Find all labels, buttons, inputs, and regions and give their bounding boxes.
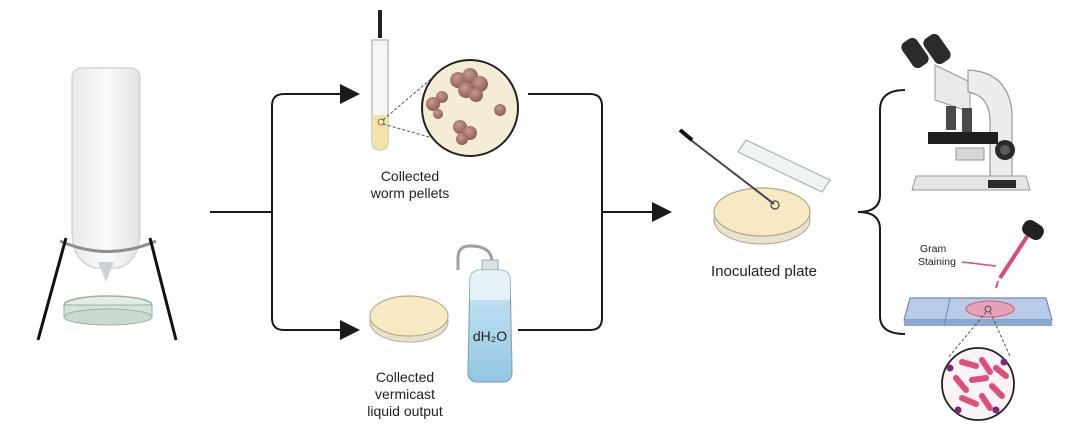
inoculated-plate-illustration bbox=[678, 128, 831, 245]
pellets-label-line2: worm pellets bbox=[370, 185, 450, 201]
bottle-cap bbox=[98, 262, 114, 282]
liquid-dish bbox=[369, 295, 449, 343]
agar-plate bbox=[713, 187, 811, 237]
arrow-to-liquid bbox=[271, 212, 360, 340]
dropper bbox=[998, 230, 1032, 280]
gram-staining: Gram Staining bbox=[903, 219, 1053, 421]
stand-leg-right bbox=[148, 237, 178, 341]
wash-bottle: dH₂O bbox=[456, 244, 513, 383]
stand-leg-left bbox=[36, 237, 68, 341]
applicator-stick bbox=[378, 10, 382, 38]
bottle-apparatus bbox=[36, 67, 178, 341]
connectors bbox=[210, 84, 906, 340]
bacteria bbox=[953, 357, 1009, 411]
plate-label: Inoculated plate bbox=[711, 263, 817, 280]
plastic-bottle bbox=[71, 67, 141, 269]
pellet-magnified-view bbox=[421, 59, 519, 157]
cocci bbox=[946, 358, 1008, 414]
test-tube bbox=[371, 10, 519, 157]
curly-brace bbox=[857, 89, 906, 335]
holder-ring bbox=[59, 239, 157, 253]
wash-bottle-spout bbox=[456, 244, 494, 270]
stain-label-line1: Gram bbox=[920, 243, 947, 255]
liquid-label-line3: liquid output bbox=[367, 403, 443, 419]
microscope-stage bbox=[928, 132, 998, 144]
stain-label-line2: Staining bbox=[918, 256, 956, 268]
water-label: dH₂O bbox=[473, 328, 507, 344]
microscope bbox=[901, 33, 1031, 191]
plate-lid bbox=[737, 139, 831, 193]
arrow-to-pellets bbox=[271, 84, 360, 212]
liquid-label-line2: vermicast bbox=[375, 386, 435, 402]
merge-bracket bbox=[518, 93, 603, 331]
liquid-label-line1: Collected bbox=[376, 369, 434, 385]
worm-pellets bbox=[426, 68, 506, 145]
dropper-bulb bbox=[1022, 219, 1044, 241]
inoculation-loop bbox=[682, 133, 775, 205]
pellets-label-line1: Collected bbox=[381, 168, 439, 184]
